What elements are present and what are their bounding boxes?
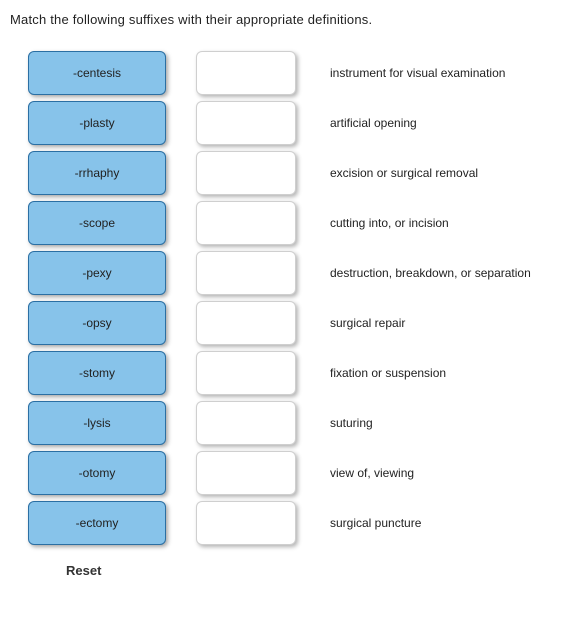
drop-target[interactable] (196, 201, 296, 245)
drop-target[interactable] (196, 51, 296, 95)
suffix-ectomy[interactable]: -ectomy (28, 501, 166, 545)
reset-button[interactable]: Reset (66, 563, 101, 578)
definition-label: destruction, breakdown, or separation (330, 251, 531, 295)
drop-target[interactable] (196, 451, 296, 495)
drop-target[interactable] (196, 501, 296, 545)
matching-grid: -centesis -plasty -rrhaphy -scope -pexy … (10, 51, 573, 545)
definition-label: excision or surgical removal (330, 151, 531, 195)
definition-label: suturing (330, 401, 531, 445)
drop-target[interactable] (196, 301, 296, 345)
drop-target[interactable] (196, 401, 296, 445)
suffix-centesis[interactable]: -centesis (28, 51, 166, 95)
drop-target[interactable] (196, 101, 296, 145)
instruction-text: Match the following suffixes with their … (10, 12, 573, 27)
definition-label: view of, viewing (330, 451, 531, 495)
suffix-scope[interactable]: -scope (28, 201, 166, 245)
suffix-lysis[interactable]: -lysis (28, 401, 166, 445)
definition-label: surgical puncture (330, 501, 531, 545)
suffix-pexy[interactable]: -pexy (28, 251, 166, 295)
drop-target[interactable] (196, 251, 296, 295)
suffix-stomy[interactable]: -stomy (28, 351, 166, 395)
suffix-rrhaphy[interactable]: -rrhaphy (28, 151, 166, 195)
suffix-opsy[interactable]: -opsy (28, 301, 166, 345)
suffixes-column: -centesis -plasty -rrhaphy -scope -pexy … (28, 51, 166, 545)
definition-label: instrument for visual examination (330, 51, 531, 95)
drop-target[interactable] (196, 151, 296, 195)
definition-label: fixation or suspension (330, 351, 531, 395)
drop-targets-column (196, 51, 296, 545)
suffix-otomy[interactable]: -otomy (28, 451, 166, 495)
definition-label: artificial opening (330, 101, 531, 145)
suffix-plasty[interactable]: -plasty (28, 101, 166, 145)
definition-label: surgical repair (330, 301, 531, 345)
drop-target[interactable] (196, 351, 296, 395)
definition-label: cutting into, or incision (330, 201, 531, 245)
definitions-column: instrument for visual examination artifi… (330, 51, 531, 545)
